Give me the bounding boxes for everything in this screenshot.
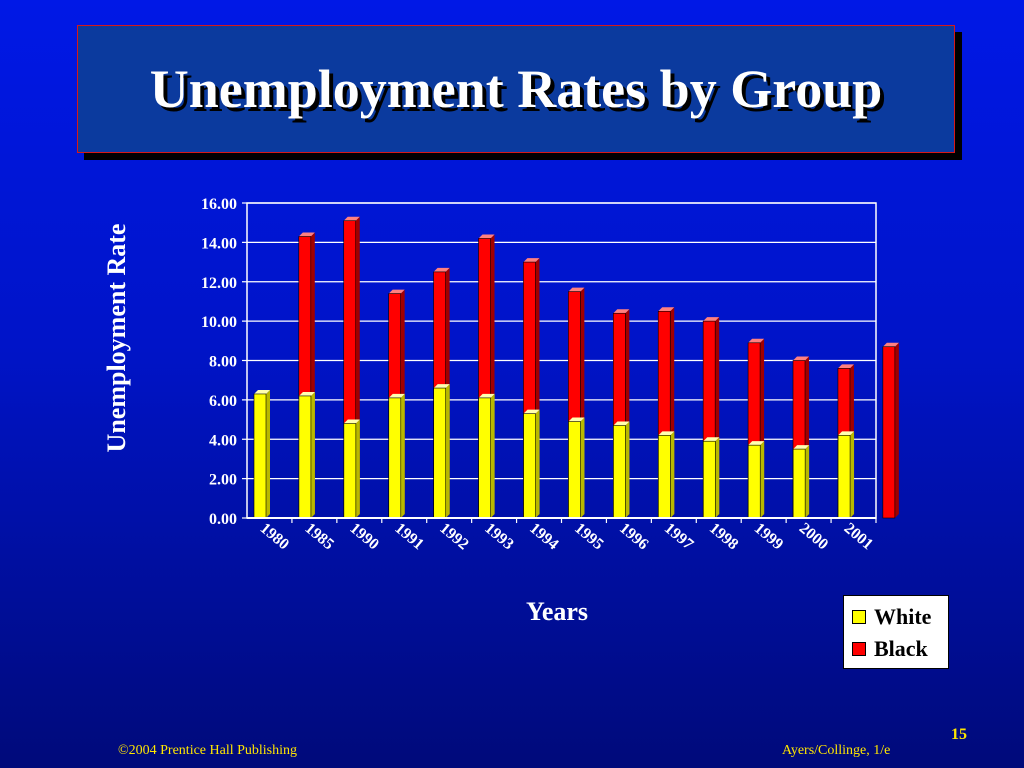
bar-white <box>702 440 716 519</box>
x-tick-label: 1998 <box>706 520 741 554</box>
bar-white-side <box>715 437 720 518</box>
footer-copyright: ©2004 Prentice Hall Publishing <box>118 743 298 758</box>
bar-white-side <box>670 431 675 518</box>
y-tick-label: 14.00 <box>201 235 237 252</box>
bar-black-top <box>658 307 675 312</box>
bar-white <box>388 397 402 519</box>
x-tick-label: 1980 <box>257 520 292 554</box>
bar-black-top <box>343 216 360 221</box>
bar-white <box>568 421 581 519</box>
legend-item-white: White <box>852 601 948 633</box>
bar-white-side <box>266 389 270 518</box>
bar-white-side <box>625 421 630 518</box>
x-tick-label: 1995 <box>571 520 606 554</box>
y-axis-label: Unemployment Rate <box>102 224 131 453</box>
x-tick-label: 1996 <box>616 520 651 554</box>
bar-white-top <box>523 409 540 414</box>
bar-black-side <box>894 342 899 518</box>
bar-black-top <box>568 287 585 292</box>
page-number: 15 <box>951 726 967 743</box>
bar-white <box>298 395 312 519</box>
slide-title: Unemployment Rates by Group <box>149 59 883 119</box>
bar-white-top <box>703 437 720 442</box>
bar-white-side <box>310 391 315 518</box>
bar-white <box>837 435 851 519</box>
bar-white-top <box>613 421 630 426</box>
x-tick-label: 2000 <box>796 520 831 554</box>
bar-white-top <box>433 384 450 389</box>
bar-white <box>747 444 761 519</box>
bar-white <box>253 393 267 519</box>
bar-white-top <box>478 393 495 398</box>
bar-white <box>478 397 491 519</box>
legend-swatch-black <box>852 642 866 656</box>
bar-white-side <box>355 419 360 518</box>
bar-black-top <box>837 364 854 369</box>
x-tick-label: 1997 <box>661 520 696 554</box>
bar-white <box>658 435 671 519</box>
bar-white-top <box>343 419 360 424</box>
y-tick-label: 12.00 <box>201 275 237 292</box>
bar-white-side <box>805 445 810 518</box>
bar-black-top <box>388 289 405 294</box>
legend-label-black: Black <box>874 636 928 661</box>
y-tick-label: 6.00 <box>209 393 237 410</box>
bar-black-top <box>298 232 315 237</box>
title-box: Unemployment Rates by Group <box>77 25 955 153</box>
bar-black-top <box>793 356 810 361</box>
y-tick-label: 16.00 <box>201 196 237 213</box>
bar-white-top <box>838 431 855 436</box>
bar-white-top <box>658 431 675 436</box>
y-tick-label: 8.00 <box>209 354 237 371</box>
bar-black-top <box>433 267 450 272</box>
bar-white-top <box>388 393 405 398</box>
x-tick-label: 1991 <box>391 520 426 554</box>
x-tick-label: 1985 <box>302 520 337 554</box>
bar-white-side <box>445 384 450 518</box>
bar-black <box>882 346 896 519</box>
y-tick-label: 10.00 <box>201 314 237 331</box>
bar-white <box>433 387 447 519</box>
bar-white-top <box>568 417 585 422</box>
bar-white-top <box>793 445 810 450</box>
legend-item-black: Black <box>852 633 948 665</box>
bar-white <box>613 425 626 519</box>
bar-black-top <box>613 309 630 314</box>
chart-legend: White Black <box>843 595 949 669</box>
legend-swatch-white <box>852 610 866 624</box>
bar-white <box>523 413 536 519</box>
y-tick-label: 4.00 <box>209 432 237 449</box>
bar-white-side <box>580 417 585 518</box>
bar-black-top <box>478 234 495 239</box>
x-tick-label: 1994 <box>526 520 561 554</box>
bar-black-top <box>882 342 899 347</box>
footer-authors: Ayers/Collinge, 1/e <box>782 743 891 758</box>
bar-black-top <box>703 317 720 322</box>
bar-white-top <box>298 391 315 396</box>
bar-white-side <box>400 393 405 518</box>
bar-white <box>343 423 357 519</box>
bar-white-side <box>850 431 855 518</box>
bar-white-side <box>760 441 765 518</box>
bar-black-top <box>748 338 765 343</box>
bar-white-side <box>535 409 540 518</box>
x-axis-label: Years <box>526 597 588 626</box>
plot-area: 0.00 2.00 4.00 6.00 8.00 10.00 12.00 14.00 16.00… <box>201 196 899 553</box>
y-tick-label: 2.00 <box>209 472 237 489</box>
y-tick-label: 0.00 <box>209 511 237 528</box>
bar-white <box>792 448 806 519</box>
bar-white-side <box>490 393 495 518</box>
x-tick-label: 1999 <box>751 520 786 554</box>
bar-white-top <box>748 441 765 446</box>
legend-label-white: White <box>874 604 932 629</box>
bar-white-top <box>254 389 270 394</box>
x-tick-label: 1992 <box>436 520 471 554</box>
x-tick-label: 1993 <box>481 520 516 554</box>
bar-black-top <box>523 258 540 263</box>
x-tick-label: 2001 <box>841 520 876 554</box>
x-tick-label: 1990 <box>346 520 381 554</box>
